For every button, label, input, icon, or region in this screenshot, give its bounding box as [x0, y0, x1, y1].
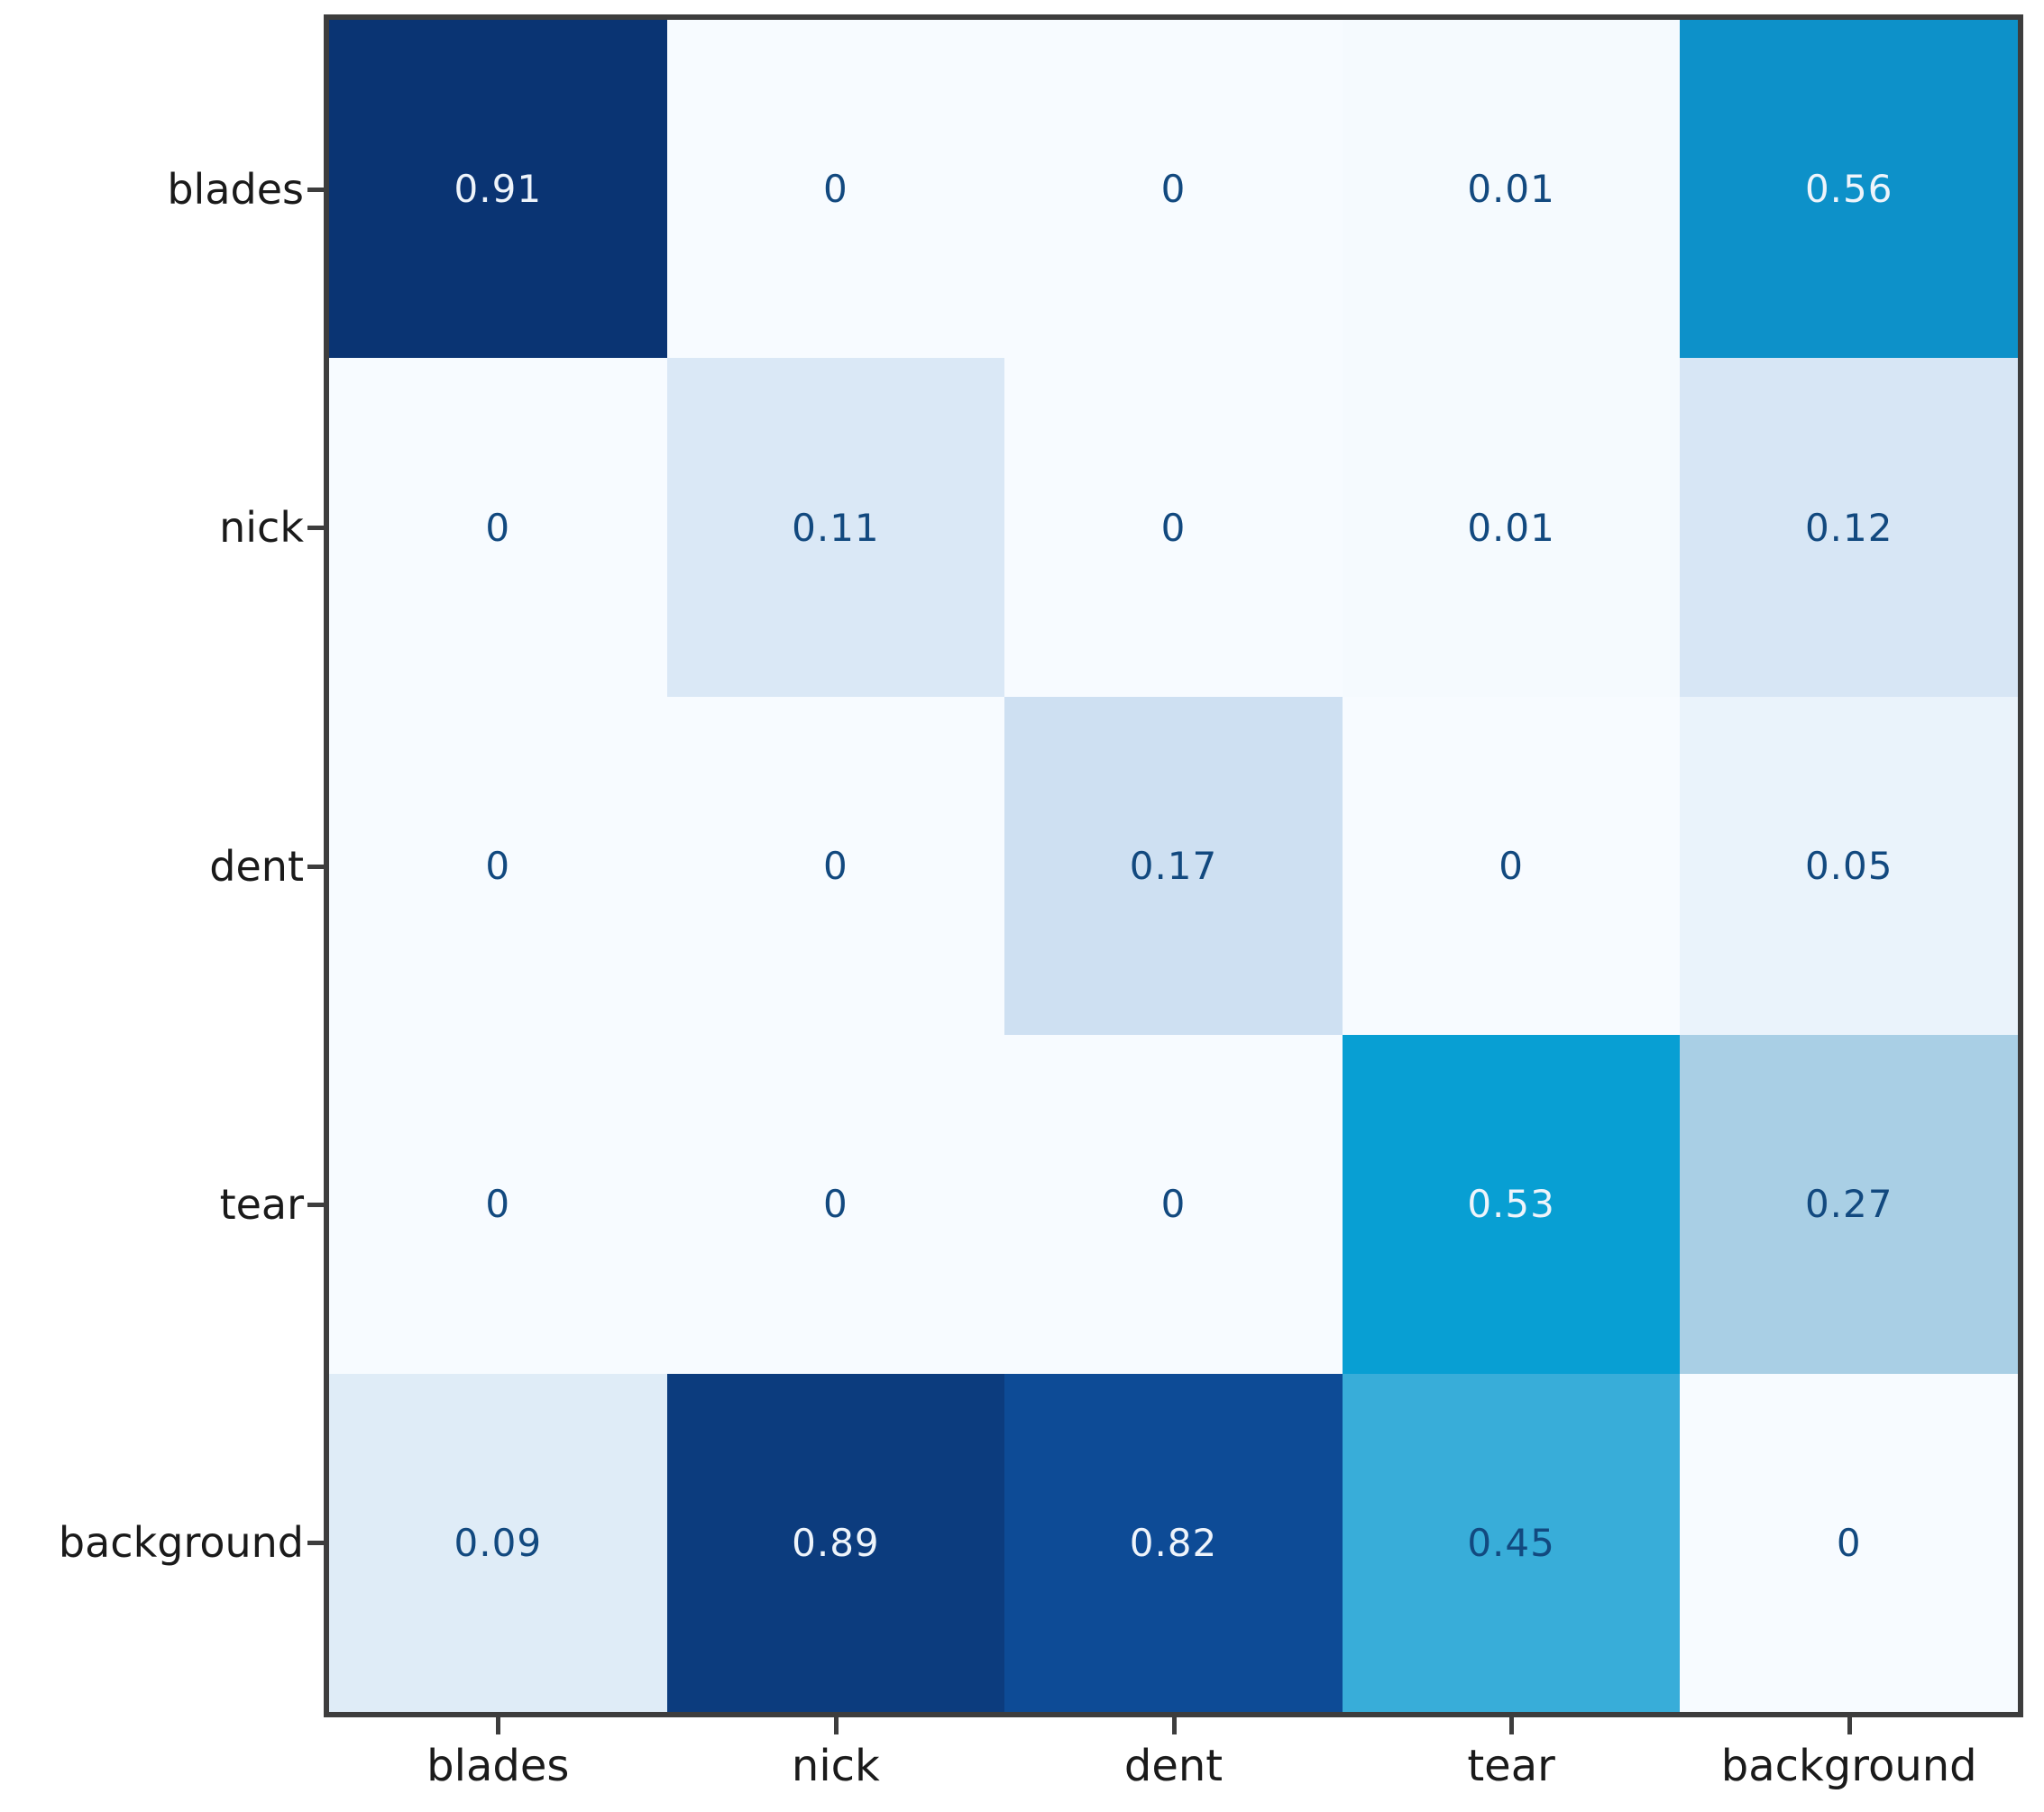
cell-value: 0: [823, 843, 848, 888]
x-axis-tick-mark: [1509, 1717, 1515, 1734]
x-axis-tick-mark: [496, 1717, 501, 1734]
y-axis-tick-label: tear: [219, 1179, 304, 1229]
cell-value: 0.09: [454, 1520, 543, 1565]
cell-value: 0.91: [454, 167, 543, 212]
x-axis-tick-label: dent: [1123, 1741, 1224, 1791]
cell-value: 0.82: [1129, 1520, 1218, 1565]
cell-value: 0.12: [1804, 505, 1893, 550]
heatmap-cell: 0: [329, 358, 667, 697]
heatmap-cell: 0: [329, 1035, 667, 1374]
heatmap-cell: 0.45: [1342, 1373, 1681, 1712]
heatmap-cell: 0: [666, 1035, 1005, 1374]
heatmap-cell: 0.56: [1680, 20, 2018, 359]
x-axis-tick-label: nick: [791, 1741, 880, 1791]
cell-value: 0.89: [792, 1520, 880, 1565]
y-axis-tick-mark: [307, 1541, 325, 1546]
cell-value: 0.17: [1129, 843, 1218, 888]
cell-value: 0.53: [1467, 1182, 1555, 1227]
x-axis-tick-mark: [833, 1717, 839, 1734]
cell-value: 0.05: [1804, 843, 1893, 888]
heatmap-cell: 0: [329, 696, 667, 1036]
x-axis-tick-mark: [1847, 1717, 1852, 1734]
heatmap-cell: 0: [1342, 696, 1681, 1036]
heatmap-cell: 0.11: [666, 358, 1005, 697]
heatmap-cell: 0: [666, 696, 1005, 1036]
cell-value: 0.01: [1467, 505, 1555, 550]
heatmap-grid: 0.91 0 0 0.01 0.56 0 0.11 0 0.01 0.12 0 0 0.17 0 0.05 0…: [329, 20, 2018, 1712]
y-axis-tick-mark: [307, 864, 325, 869]
cell-value: 0: [1160, 1182, 1187, 1227]
cell-value: 0.45: [1467, 1520, 1555, 1565]
heatmap-cell: 0.89: [666, 1373, 1005, 1712]
cell-value: 0: [1160, 505, 1187, 550]
heatmap-cell: 0.01: [1342, 20, 1681, 359]
heatmap-cell: 0: [666, 20, 1005, 359]
heatmap-cell: 0: [1004, 20, 1343, 359]
cell-value: 0.27: [1804, 1182, 1893, 1227]
cell-value: 0.11: [792, 505, 880, 550]
heatmap-cell: 0.01: [1342, 358, 1681, 697]
cell-value: 0: [823, 1182, 848, 1227]
cell-value: 0: [823, 167, 848, 212]
cell-value: 0: [1499, 843, 1524, 888]
y-axis-tick-label: blades: [167, 164, 304, 214]
heatmap-cell: 0.82: [1004, 1373, 1343, 1712]
cell-value: 0: [485, 505, 511, 550]
heatmap-cell: 0.12: [1680, 358, 2018, 697]
y-axis-tick-label: background: [58, 1518, 304, 1568]
heatmap-cell: 0: [1004, 358, 1343, 697]
x-axis-tick-label: tear: [1467, 1741, 1555, 1791]
y-axis-tick-label: dent: [209, 841, 304, 891]
y-axis-tick-mark: [307, 187, 325, 192]
heatmap-cell: 0.27: [1680, 1035, 2018, 1374]
cell-value: 0: [1160, 167, 1187, 212]
x-axis-tick-label: blades: [426, 1741, 570, 1791]
y-axis-tick-mark: [307, 526, 325, 531]
cell-value: 0.01: [1467, 167, 1555, 212]
heatmap-cell: 0: [1680, 1373, 2018, 1712]
heatmap-cell: 0.09: [329, 1373, 667, 1712]
y-axis-tick-mark: [307, 1202, 325, 1207]
heatmap-cell: 0: [1004, 1035, 1343, 1374]
x-axis-tick-mark: [1171, 1717, 1177, 1734]
heatmap-cell: 0.53: [1342, 1035, 1681, 1374]
heatmap-cell: 0.17: [1004, 696, 1343, 1036]
heatmap-cell: 0.05: [1680, 696, 2018, 1036]
cell-value: 0: [1836, 1520, 1862, 1565]
x-axis-tick-label: background: [1720, 1741, 1977, 1791]
cell-value: 0: [485, 1182, 511, 1227]
y-axis-tick-label: nick: [219, 503, 304, 553]
cell-value: 0: [485, 843, 511, 888]
cell-value: 0.56: [1804, 167, 1893, 212]
heatmap-cell: 0.91: [329, 20, 667, 359]
